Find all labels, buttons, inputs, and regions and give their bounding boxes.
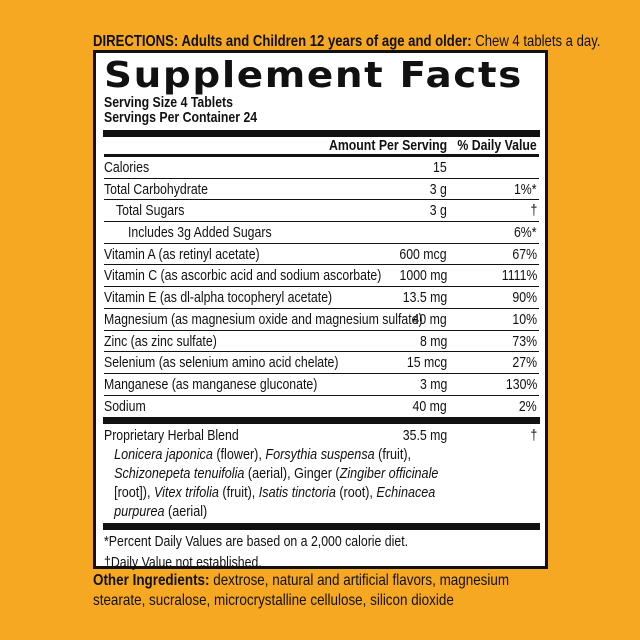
table-row: Vitamin E (as dl-alpha tocopheryl acetat… [104,287,539,309]
header-amount: Amount Per Serving [328,137,447,154]
table-row: Vitamin C (as ascorbic acid and sodium a… [104,265,539,288]
table-row: Total Carbohydrate 3 g 1%* [104,179,539,201]
nutrient-name: Magnesium (as magnesium oxide and magnes… [104,310,423,328]
nutrient-amount: 3 mg [419,375,447,393]
blend-segment: Forsythia suspensa [265,446,375,464]
footnote: *Percent Daily Values are based on a 2,0… [104,533,409,551]
blend-segment: Isatis tinctoria [258,484,336,502]
blend-segment: (fruit), [218,484,259,502]
blend-line: purpurea (aerial) [114,502,499,521]
nutrient-dv: † [530,202,537,220]
panel-title: Supplement Facts [104,55,523,96]
blend-segment: (root), [335,484,377,502]
table-row: Manganese (as manganese gluconate) 3 mg 13… [104,374,539,396]
divider-bar [103,523,540,531]
nutrient-name: Total Carbohydrate [104,180,208,198]
herbal-blend: Proprietary Herbal Blend 35.5 mg † Lonic… [104,424,539,523]
nutrient-name: Manganese (as manganese gluconate) [104,375,318,393]
blend-segment: (flower), [212,446,266,464]
nutrient-name: Vitamin A (as retinyl acetate) [104,245,260,263]
footnote: †Daily Value not established. [104,554,262,572]
divider-bar [103,130,540,137]
servings-per-container: Servings Per Container 24 [104,109,258,126]
table-row: Includes 3g Added Sugars 6%* [104,222,539,244]
blend-amount: 35.5 mg [402,427,447,445]
directions-label: DIRECTIONS: Adults and Children 12 years… [93,33,472,50]
directions: DIRECTIONS: Adults and Children 12 years… [93,33,640,51]
nutrient-dv: 6%* [514,224,537,242]
serving-size: Serving Size 4 Tablets [104,94,233,111]
table-row: Calories 15 [104,157,539,179]
nutrient-dv: 27% [512,354,537,372]
nutrient-name: Total Sugars [116,202,185,220]
nutrient-dv: 10% [512,310,537,328]
header-dv: % Daily Value [457,137,537,154]
blend-segment: (fruit), [374,446,412,464]
blend-segment: (aerial) [164,503,208,521]
blend-segment: (aerial), Ginger ( [244,465,340,483]
nutrient-name: Selenium (as selenium amino acid chelate… [104,354,339,372]
nutrient-amount: 15 [433,159,447,176]
nutrient-name: Zinc (as zinc sulfate) [104,332,217,350]
table-row: Zinc (as zinc sulfate) 8 mg 73% [104,331,539,353]
other-ingredients-text: dextrose, natural and artificial flavors… [93,572,510,609]
nutrient-amount: 40 mg [412,310,447,328]
nutrient-name: Vitamin E (as dl-alpha tocopheryl acetat… [104,289,333,307]
blend-segment: [root]), [114,484,154,502]
blend-segment: Vitex trifolia [153,484,219,502]
nutrient-name: Calories [104,159,150,176]
nutrient-amount: 1000 mg [399,267,447,285]
table-row: Magnesium (as magnesium oxide and magnes… [104,309,539,331]
nutrient-name: Sodium [104,397,146,415]
nutrient-dv: 1111% [501,267,537,285]
nutrient-amount: 13.5 mg [402,289,447,307]
blend-line: Lonicera japonica (flower), Forsythia su… [114,445,499,464]
blend-segment: Schizonepeta tenuifolia [114,465,245,483]
nutrient-amount: 3 g [429,202,447,220]
blend-segment: Zingiber officinale [339,465,439,483]
divider-bar [103,417,540,425]
table-row: Vitamin A (as retinyl acetate) 600 mcg 67% [104,244,539,266]
nutrient-name: Vitamin C (as ascorbic acid and sodium a… [104,267,382,285]
blend-name: Proprietary Herbal Blend [104,427,239,445]
blend-line: [root]), Vitex trifolia (fruit), Isatis … [114,483,499,502]
footnotes: *Percent Daily Values are based on a 2,0… [104,530,539,573]
supplement-facts-panel: Supplement Facts Serving Size 4 Tablets … [93,50,548,571]
blend-segment: purpurea [114,503,165,521]
table-row: Selenium (as selenium amino acid chelate… [104,352,539,374]
nutrient-amount: 15 mcg [406,354,447,372]
nutrient-amount: 3 g [429,180,447,198]
nutrient-dv: 1%* [514,180,537,198]
column-header: Amount Per Serving % Daily Value [104,137,539,157]
nutrient-dv: 73% [512,332,537,350]
other-ingredients: Other Ingredients: dextrose, natural and… [93,571,551,611]
other-ingredients-label: Other Ingredients: [93,572,210,589]
nutrient-dv: 130% [505,375,537,393]
nutrient-dv: 90% [512,289,537,307]
nutrient-amount: 40 mg [412,397,447,415]
nutrient-name: Includes 3g Added Sugars [128,224,272,242]
table-row: Sodium 40 mg 2% [104,396,539,418]
nutrient-dv: 67% [512,245,537,263]
table-row: Total Sugars 3 g † [104,200,539,223]
blend-dv: † [530,427,537,445]
blend-ingredients: Lonicera japonica (flower), Forsythia su… [104,445,499,521]
blend-line: Schizonepeta tenuifolia (aerial), Ginger… [114,464,499,483]
blend-segment: Lonicera japonica [114,446,213,464]
directions-text: Chew 4 tablets a day. [475,33,601,50]
nutrient-dv: 2% [519,397,537,415]
blend-segment: Echinacea [376,484,436,502]
nutrient-table: Calories 15 Total Carbohydrate 3 g 1%* Total … [104,157,539,417]
nutrient-amount: 8 mg [419,332,447,350]
nutrient-amount: 600 mcg [399,245,447,263]
